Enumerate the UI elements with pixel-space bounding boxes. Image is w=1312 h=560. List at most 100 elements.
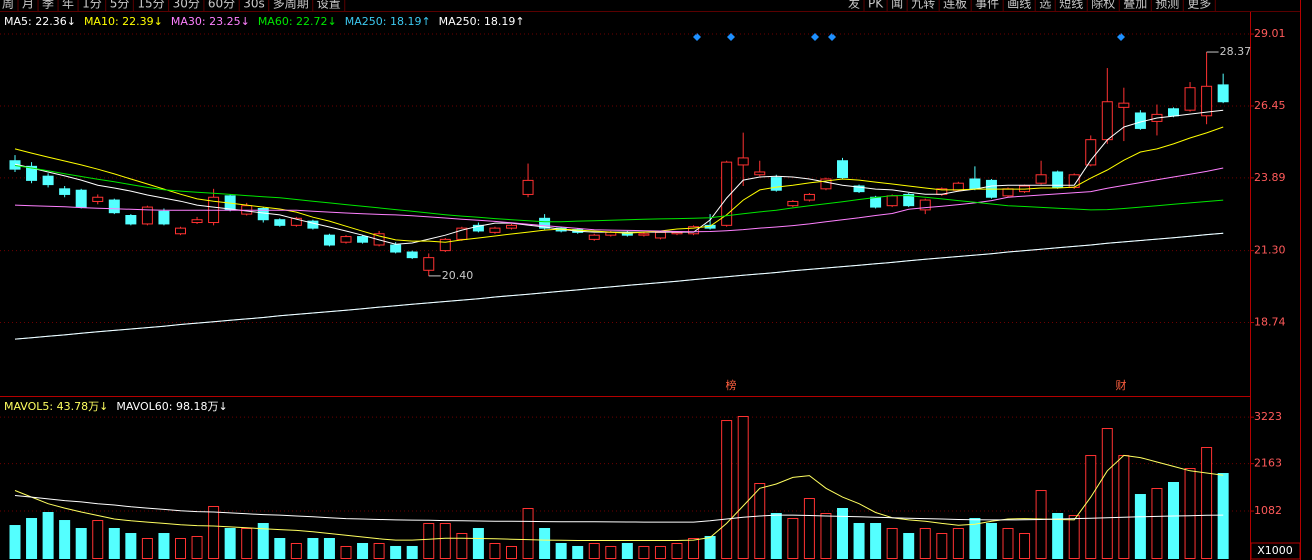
toolbar-button[interactable]: 30s (243, 0, 265, 11)
toolbar-button[interactable]: 设置 (317, 0, 341, 11)
legend-entry: MA10: 22.39↓ (84, 15, 163, 28)
volume-bar (853, 523, 865, 559)
candle-body (737, 157, 749, 166)
candle-body (274, 219, 286, 226)
toolbar-button[interactable]: 多周期 (273, 0, 309, 11)
toolbar-button[interactable]: 15分 (137, 0, 164, 11)
volume-bar (754, 483, 766, 559)
candle-body (919, 199, 931, 211)
candle-body (654, 231, 666, 239)
y-tick-label: 29.01 (1254, 27, 1286, 40)
candle-body (290, 217, 302, 226)
candle-body (59, 188, 71, 195)
toolbar-button[interactable]: 60分 (208, 0, 235, 11)
candle-body (1168, 108, 1179, 117)
volume-bar (1019, 533, 1031, 559)
y-tick-label: 2163 (1254, 457, 1282, 470)
list-marker[interactable]: 榜 (726, 378, 737, 392)
volume-bar (1217, 473, 1229, 560)
toolbar-button[interactable]: 画线 (1007, 0, 1031, 11)
volume-bar (75, 528, 87, 560)
candle-body (522, 179, 534, 195)
candle-body (1118, 102, 1130, 108)
toolbar-button[interactable]: 叠加 (1123, 0, 1147, 11)
toolbar-button[interactable]: 九转 (911, 0, 935, 11)
candle-body (108, 199, 120, 214)
toolbar-button[interactable]: 选 (1039, 0, 1051, 11)
candle-body (1052, 171, 1064, 188)
volume-bar (406, 545, 418, 560)
toolbar-button[interactable]: 5分 (110, 0, 130, 11)
toolbar-button[interactable]: PK (868, 0, 884, 11)
volume-bar (539, 528, 551, 560)
toolbar-button[interactable]: 发 (848, 0, 860, 11)
volume-bar (208, 505, 220, 560)
ma-line (14, 109, 1224, 245)
toolbar-button[interactable]: 连板 (943, 0, 967, 11)
volume-bar (423, 523, 435, 559)
volume-bar (770, 513, 782, 560)
volume-bar (671, 543, 683, 559)
volume-bar (952, 528, 964, 560)
toolbar-button[interactable]: 闻 (891, 0, 903, 11)
candle-body (472, 224, 484, 232)
volume-bar (274, 538, 286, 560)
volume-bar (357, 543, 369, 559)
candle-body (125, 215, 137, 225)
toolbar-button[interactable]: 年 (62, 0, 74, 11)
toolbar-button[interactable]: 1分 (82, 0, 102, 11)
event-markers (693, 33, 1125, 41)
toolbar-button[interactable]: 事件 (975, 0, 999, 11)
event-diamond[interactable] (1117, 33, 1125, 41)
toolbar-button[interactable]: 预测 (1155, 0, 1179, 11)
toolbar-button[interactable]: 月 (22, 0, 34, 11)
volume-bar (870, 523, 882, 559)
volume-bar (290, 543, 302, 559)
candle-body (42, 175, 54, 186)
volume-bar (1201, 447, 1213, 559)
volume-bar (522, 508, 534, 560)
event-diamond[interactable] (693, 33, 701, 41)
toolbar-button[interactable]: 更多 (1187, 0, 1211, 11)
ma-line (14, 495, 1224, 523)
legend-entry: MA250: 18.19↑ (345, 15, 431, 28)
high-label: 28.37 (1220, 45, 1252, 58)
toolbar-button[interactable]: 周 (2, 0, 14, 11)
toolbar-button[interactable]: 短线 (1059, 0, 1083, 11)
candle-body (1085, 139, 1097, 166)
volume-bar (737, 416, 749, 559)
legend-entry: MA60: 22.72↓ (258, 15, 337, 28)
volume-bar (191, 535, 203, 560)
volume-bar (439, 523, 451, 559)
volume-bar (1118, 455, 1130, 559)
volume-bar (26, 518, 38, 559)
candle-body (323, 234, 335, 246)
volume-bar (1168, 482, 1179, 560)
volume-bar (1151, 488, 1163, 559)
volume-bar (489, 543, 501, 559)
volume-bar (125, 533, 137, 559)
volume-bar (241, 528, 253, 560)
candle-body (175, 227, 186, 235)
candle-body (870, 196, 882, 208)
candle-body (506, 224, 517, 229)
candle-body (754, 171, 766, 176)
candle-body (456, 227, 468, 240)
event-diamond[interactable] (828, 33, 836, 41)
volume-bar (1052, 513, 1064, 560)
candle-body (158, 210, 170, 225)
finance-marker[interactable]: 财 (1116, 378, 1127, 392)
unit-label: X1000 (1257, 544, 1293, 557)
candle-body (787, 200, 799, 207)
toolbar-button[interactable]: 除权 (1091, 0, 1115, 11)
event-diamond[interactable] (811, 33, 819, 41)
candle-body (588, 234, 600, 240)
toolbar-button[interactable]: 30分 (173, 0, 200, 11)
legend-entry: MAVOL5: 43.78万↓ (4, 400, 108, 413)
volume-bar (257, 523, 269, 559)
ma-line (14, 454, 1224, 541)
event-diamond[interactable] (727, 33, 735, 41)
candle-body (638, 233, 650, 236)
low-label: 20.40 (442, 269, 474, 282)
toolbar-button[interactable]: 季 (42, 0, 54, 11)
